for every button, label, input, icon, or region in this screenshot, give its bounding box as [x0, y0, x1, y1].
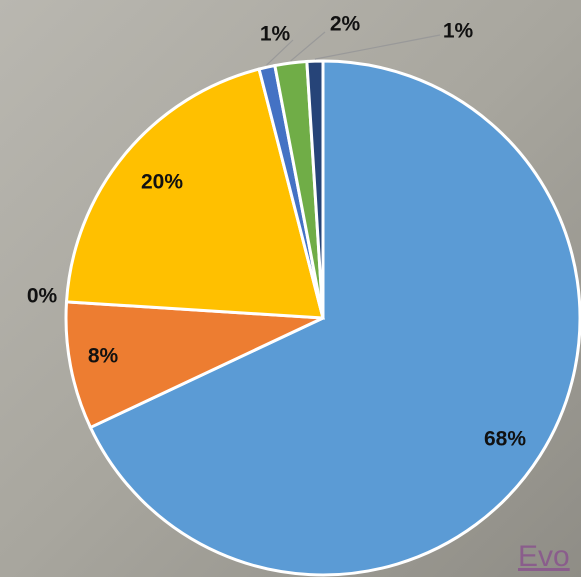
data-label: 20%	[141, 171, 183, 194]
pie-slice	[64, 300, 324, 430]
pie-slice	[64, 67, 325, 320]
labels: 68% 8% 0% 20% 1% 2% 1%	[27, 13, 527, 451]
link[interactable]: Evo	[518, 540, 570, 573]
pie-slice	[305, 59, 325, 319]
pie-slice	[88, 59, 581, 577]
leader-line	[314, 34, 441, 60]
data-label: 1%	[260, 23, 291, 46]
data-label: 2%	[330, 13, 361, 36]
data-label: 0%	[27, 285, 58, 308]
data-label: 1%	[443, 20, 474, 43]
data-label: 8%	[88, 345, 119, 368]
pie	[64, 59, 581, 577]
data-label: 68%	[484, 428, 526, 451]
leader-line	[290, 31, 326, 62]
leader-line	[266, 39, 294, 66]
